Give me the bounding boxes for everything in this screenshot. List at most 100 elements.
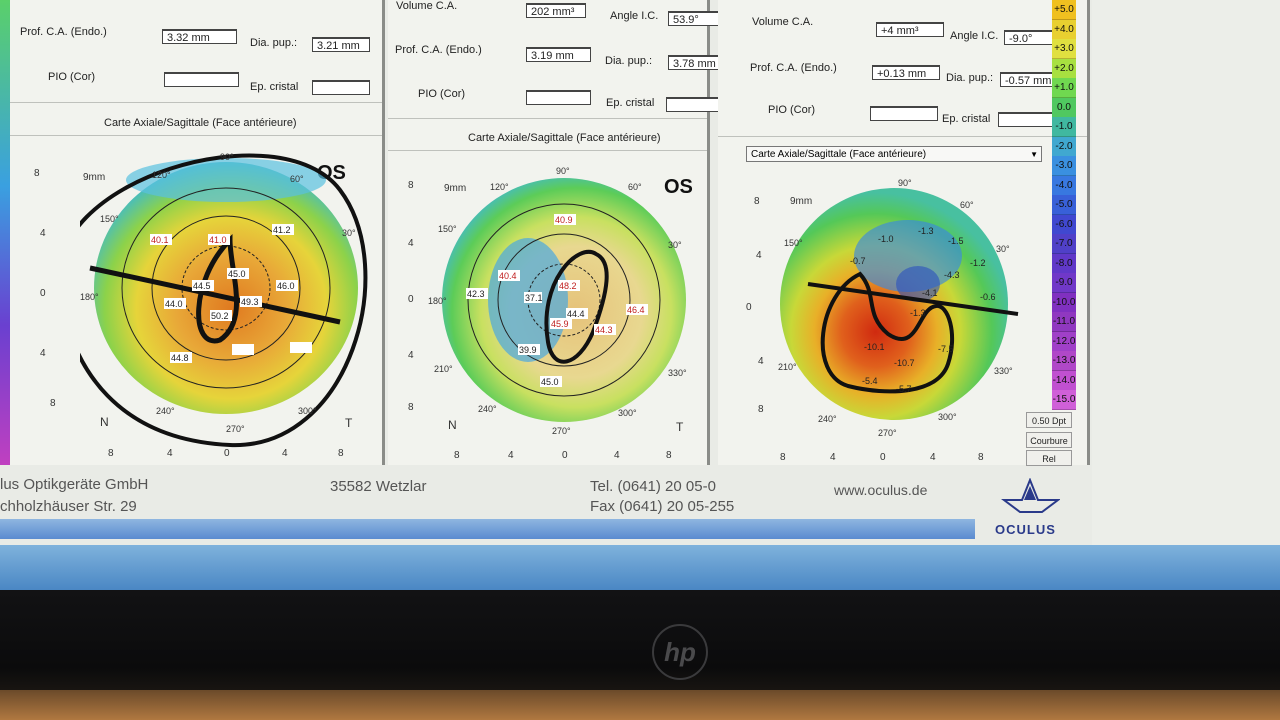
- angle-label: 270°: [878, 428, 897, 438]
- volume-ca-field[interactable]: +4 mm³: [876, 22, 944, 37]
- map-label: 41.2: [273, 225, 291, 235]
- prof-ca-field[interactable]: 3.19 mm: [526, 47, 591, 62]
- angle-ic-field[interactable]: -9.0°: [1004, 30, 1056, 45]
- axis-tick: 4: [167, 448, 173, 459]
- angle-label: 180°: [428, 296, 447, 306]
- axis-tick: 8: [978, 452, 984, 463]
- company-website[interactable]: www.oculus.de: [834, 482, 928, 498]
- map-label: -4.3: [944, 270, 960, 280]
- map-label: 51.3: [233, 345, 251, 355]
- prof-ca-field[interactable]: 3.32 mm: [162, 29, 237, 44]
- scale-value: -10.0: [1052, 292, 1076, 313]
- map-label: -1.3: [918, 226, 934, 236]
- oculus-logo-icon: [1001, 478, 1060, 513]
- angle-label: 270°: [226, 424, 245, 434]
- map-label: 46.4: [627, 305, 645, 315]
- dia-pup-label: Dia. pup.:: [250, 37, 298, 49]
- ep-cristal-label: Ep. cristal: [250, 81, 299, 93]
- divider: [10, 135, 382, 136]
- axis-tick: 8: [758, 404, 764, 415]
- map-label-group: [466, 214, 648, 387]
- dia-pup-field[interactable]: -0.57 mm: [1000, 72, 1056, 87]
- angle-label: 120°: [490, 182, 509, 192]
- ep-cristal-field[interactable]: [998, 112, 1054, 127]
- angle-label: 60°: [628, 182, 642, 192]
- map-label: 44.4: [567, 309, 585, 319]
- divider: [388, 118, 707, 119]
- axis-tick: 0: [40, 288, 46, 299]
- angle-label: 330°: [994, 366, 1013, 376]
- prof-ca-field[interactable]: +0.13 mm: [872, 65, 940, 80]
- angle-label: 90°: [556, 166, 570, 176]
- company-fax: Fax (0641) 20 05-255: [590, 498, 735, 515]
- axis-tick: 8: [338, 448, 344, 459]
- dropdown-value: Carte Axiale/Sagittale (Face antérieure): [751, 149, 927, 160]
- map-label: -0.6: [980, 292, 996, 302]
- angle-label: 180°: [80, 292, 99, 302]
- t-label: T: [345, 416, 353, 430]
- map-type-dropdown[interactable]: Carte Axiale/Sagittale (Face antérieure)…: [746, 146, 1042, 162]
- angle-label: 300°: [618, 408, 637, 418]
- angle-label: 90°: [220, 152, 234, 162]
- t-label: T: [676, 420, 684, 434]
- ep-cristal-field[interactable]: [312, 80, 370, 95]
- scale-value: -12.0: [1052, 331, 1076, 352]
- angle-label: 210°: [778, 362, 797, 372]
- prof-ca-label: Prof. C.A. (Endo.): [20, 26, 107, 38]
- map-label: 48.2: [559, 281, 577, 291]
- axis-tick: 0: [408, 294, 414, 305]
- map-label: 50.2: [211, 311, 229, 321]
- scale-mode-box[interactable]: Courbure: [1026, 432, 1072, 448]
- scale-value: -14.0: [1052, 370, 1076, 391]
- angle-label: 330°: [668, 368, 687, 378]
- taskbar: [0, 545, 1280, 590]
- map-label-group: [150, 224, 312, 363]
- angle-label: 30°: [668, 240, 682, 250]
- scale-ref-box[interactable]: Rel: [1026, 450, 1072, 466]
- chevron-down-icon[interactable]: ▼: [1030, 150, 1038, 159]
- pio-label: PIO (Cor): [418, 88, 466, 100]
- dia-pup-field[interactable]: 3.21 mm: [312, 37, 370, 52]
- map-label: 39.9: [519, 345, 537, 355]
- left-color-strip: [0, 0, 10, 465]
- axis-tick: 8: [408, 402, 414, 413]
- axis-tick: 4: [508, 450, 514, 461]
- divider: [388, 150, 707, 151]
- angle-label: 30°: [342, 228, 356, 238]
- hp-logo: hp: [652, 624, 708, 680]
- axis-tick: 8: [408, 180, 414, 191]
- pio-field[interactable]: [870, 106, 938, 121]
- axis-tick: 8: [666, 450, 672, 461]
- panel-left-map: Prof. C.A. (Endo.) 3.32 mm Dia. pup.: 3.…: [10, 0, 385, 465]
- angle-ic-field[interactable]: 53.9°: [668, 11, 723, 26]
- scale-value: 0.0: [1052, 97, 1076, 118]
- angle-label: 30°: [996, 244, 1010, 254]
- axis-tick: 8: [454, 450, 460, 461]
- angle-label: 240°: [478, 404, 497, 414]
- pio-field[interactable]: [164, 72, 239, 87]
- pio-label: PIO (Cor): [48, 71, 96, 83]
- scale-value: -15.0: [1052, 390, 1076, 410]
- map-label: 45.0: [541, 377, 559, 387]
- pio-field[interactable]: [526, 90, 591, 105]
- ep-cristal-field[interactable]: [666, 97, 721, 112]
- map-label: 44.3: [595, 325, 613, 335]
- map-label: 40.4: [499, 271, 517, 281]
- axis-tick: 4: [614, 450, 620, 461]
- company-street: chholzhäuser Str. 29: [0, 498, 137, 515]
- n-label: N: [100, 415, 109, 429]
- axis-tick: 8: [780, 452, 786, 463]
- scale-value: -4.0: [1052, 175, 1076, 196]
- map-label: -0.7: [850, 256, 866, 266]
- scale-label: 9mm: [790, 196, 813, 207]
- map-label: 44.0: [165, 299, 183, 309]
- axis-tick: 4: [758, 356, 764, 367]
- map-label: -1.2: [970, 258, 986, 268]
- angle-label: 300°: [938, 412, 957, 422]
- dia-pup-field[interactable]: 3.78 mm: [668, 55, 723, 70]
- eye-label: OS: [664, 176, 693, 198]
- scale-step-box[interactable]: 0.50 Dpt: [1026, 412, 1072, 428]
- scale-value: -7.0: [1052, 234, 1076, 254]
- volume-ca-field[interactable]: 202 mm³: [526, 3, 586, 18]
- scale-value: -3.0: [1052, 156, 1076, 176]
